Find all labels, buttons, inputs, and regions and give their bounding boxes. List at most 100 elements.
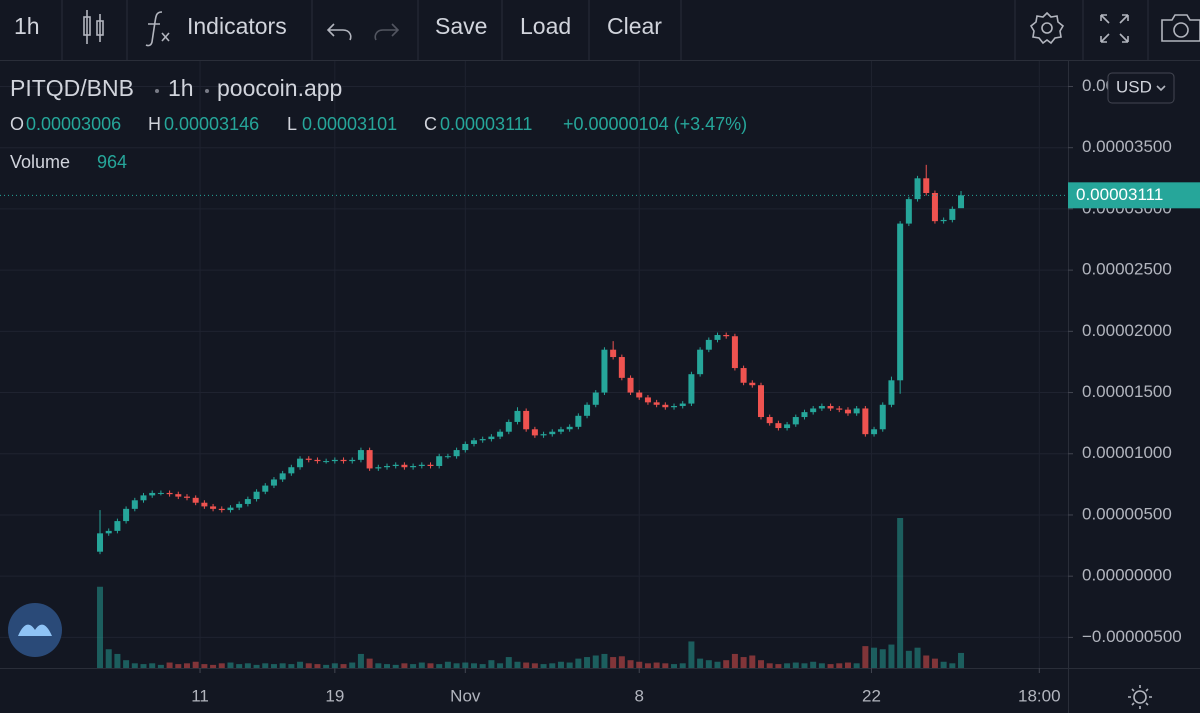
candle-body xyxy=(671,406,678,408)
source: poocoin.app xyxy=(217,75,342,101)
last-price-box xyxy=(1068,182,1200,209)
candle-body xyxy=(844,409,851,414)
volume-bar xyxy=(905,650,912,668)
x-tick-label: 19 xyxy=(325,686,344,705)
load-button[interactable]: Load xyxy=(520,13,571,39)
fullscreen-icon[interactable] xyxy=(1100,14,1129,43)
volume-bar xyxy=(253,664,260,668)
candle-body xyxy=(418,464,425,466)
volume-bar xyxy=(436,664,443,668)
undo-icon[interactable] xyxy=(326,23,352,41)
close-value: 0.00003111 xyxy=(440,114,532,134)
volume-bar xyxy=(584,657,591,668)
candle-body xyxy=(836,408,843,410)
candle-body xyxy=(436,456,443,466)
volume-bar xyxy=(236,664,243,668)
clear-button[interactable]: Clear xyxy=(607,13,662,39)
candle-body xyxy=(323,461,330,463)
candle-body xyxy=(905,199,912,224)
volume-bar xyxy=(627,660,634,668)
change-value: +0.00000104 (+3.47%) xyxy=(563,114,747,134)
candle-body xyxy=(375,467,382,469)
volume-bar xyxy=(931,658,938,668)
candle-body xyxy=(444,456,451,458)
candle-body xyxy=(175,494,182,497)
volume-bar xyxy=(740,657,747,668)
indicators-icon[interactable] xyxy=(145,11,170,47)
candle-body xyxy=(697,349,704,375)
candle-body xyxy=(262,485,269,492)
candle-body xyxy=(540,434,547,436)
x-tick-label: 18:00 xyxy=(1018,686,1061,705)
candle-body xyxy=(792,417,799,425)
save-button[interactable]: Save xyxy=(435,13,487,39)
candle-body xyxy=(331,459,338,462)
y-tick-label: 0.00000500 xyxy=(1082,504,1172,523)
indicators-button[interactable]: Indicators xyxy=(187,13,287,39)
candle-body xyxy=(636,392,643,398)
volume-bar xyxy=(766,663,773,668)
volume-bar xyxy=(210,664,217,668)
interval-button[interactable]: 1h xyxy=(14,13,40,39)
volume-bar xyxy=(149,663,156,668)
snapshot-icon[interactable] xyxy=(1161,14,1200,42)
candle-body xyxy=(488,436,495,440)
volume-bar xyxy=(592,655,599,668)
plot-area xyxy=(0,60,1068,668)
candle-body xyxy=(871,429,878,435)
volume-bar xyxy=(844,662,851,668)
candle-body xyxy=(314,459,321,462)
volume-bar xyxy=(288,664,295,668)
candle-body xyxy=(575,415,582,427)
candle-body xyxy=(97,533,104,552)
candle-body xyxy=(218,508,225,511)
candle-body xyxy=(949,208,956,220)
theme-icon[interactable] xyxy=(1128,685,1152,709)
candle-body xyxy=(810,408,817,413)
volume-bar xyxy=(262,663,269,668)
volume-bar xyxy=(305,663,312,668)
candle-body xyxy=(749,382,756,386)
candle-body xyxy=(627,377,634,393)
candle-body xyxy=(462,443,469,451)
settings-icon[interactable] xyxy=(1029,11,1065,45)
candle-body xyxy=(105,530,112,534)
candles-icon[interactable] xyxy=(83,10,104,44)
y-tick-label: 0.00001000 xyxy=(1082,443,1172,462)
volume-value: 964 xyxy=(97,152,127,172)
volume-bar xyxy=(610,657,617,668)
volume-bar xyxy=(575,658,582,668)
candle-body xyxy=(766,417,773,424)
candle-body xyxy=(410,466,417,468)
volume-bar xyxy=(644,663,651,668)
volume-bar xyxy=(366,658,373,668)
redo-icon[interactable] xyxy=(374,23,400,41)
volume-bar xyxy=(488,660,495,668)
candle-body xyxy=(253,491,260,500)
volume-bar xyxy=(218,663,225,668)
volume-bar xyxy=(314,664,321,668)
volume-bar xyxy=(331,663,338,668)
volume-bar xyxy=(958,652,965,668)
volume-bar xyxy=(514,661,521,668)
volume-bar xyxy=(723,660,730,668)
volume-bar xyxy=(444,661,451,668)
candle-body xyxy=(784,424,791,429)
volume-bar xyxy=(140,664,147,668)
logo[interactable] xyxy=(8,603,62,657)
candle-body xyxy=(653,402,660,405)
volume-bar xyxy=(897,518,904,668)
volume-bar xyxy=(131,663,138,668)
volume-bar xyxy=(175,664,182,668)
candle-body xyxy=(366,450,373,469)
x-tick-label: Nov xyxy=(450,686,481,705)
volume-bar xyxy=(601,653,608,668)
volume-bar xyxy=(784,663,791,668)
volume-bar xyxy=(731,653,738,668)
volume-bar xyxy=(97,586,104,668)
currency-selector[interactable]: USD xyxy=(1107,72,1175,104)
candle-body xyxy=(679,403,686,407)
volume-bar xyxy=(549,663,556,668)
y-tick-label: 0.00002000 xyxy=(1082,321,1172,340)
